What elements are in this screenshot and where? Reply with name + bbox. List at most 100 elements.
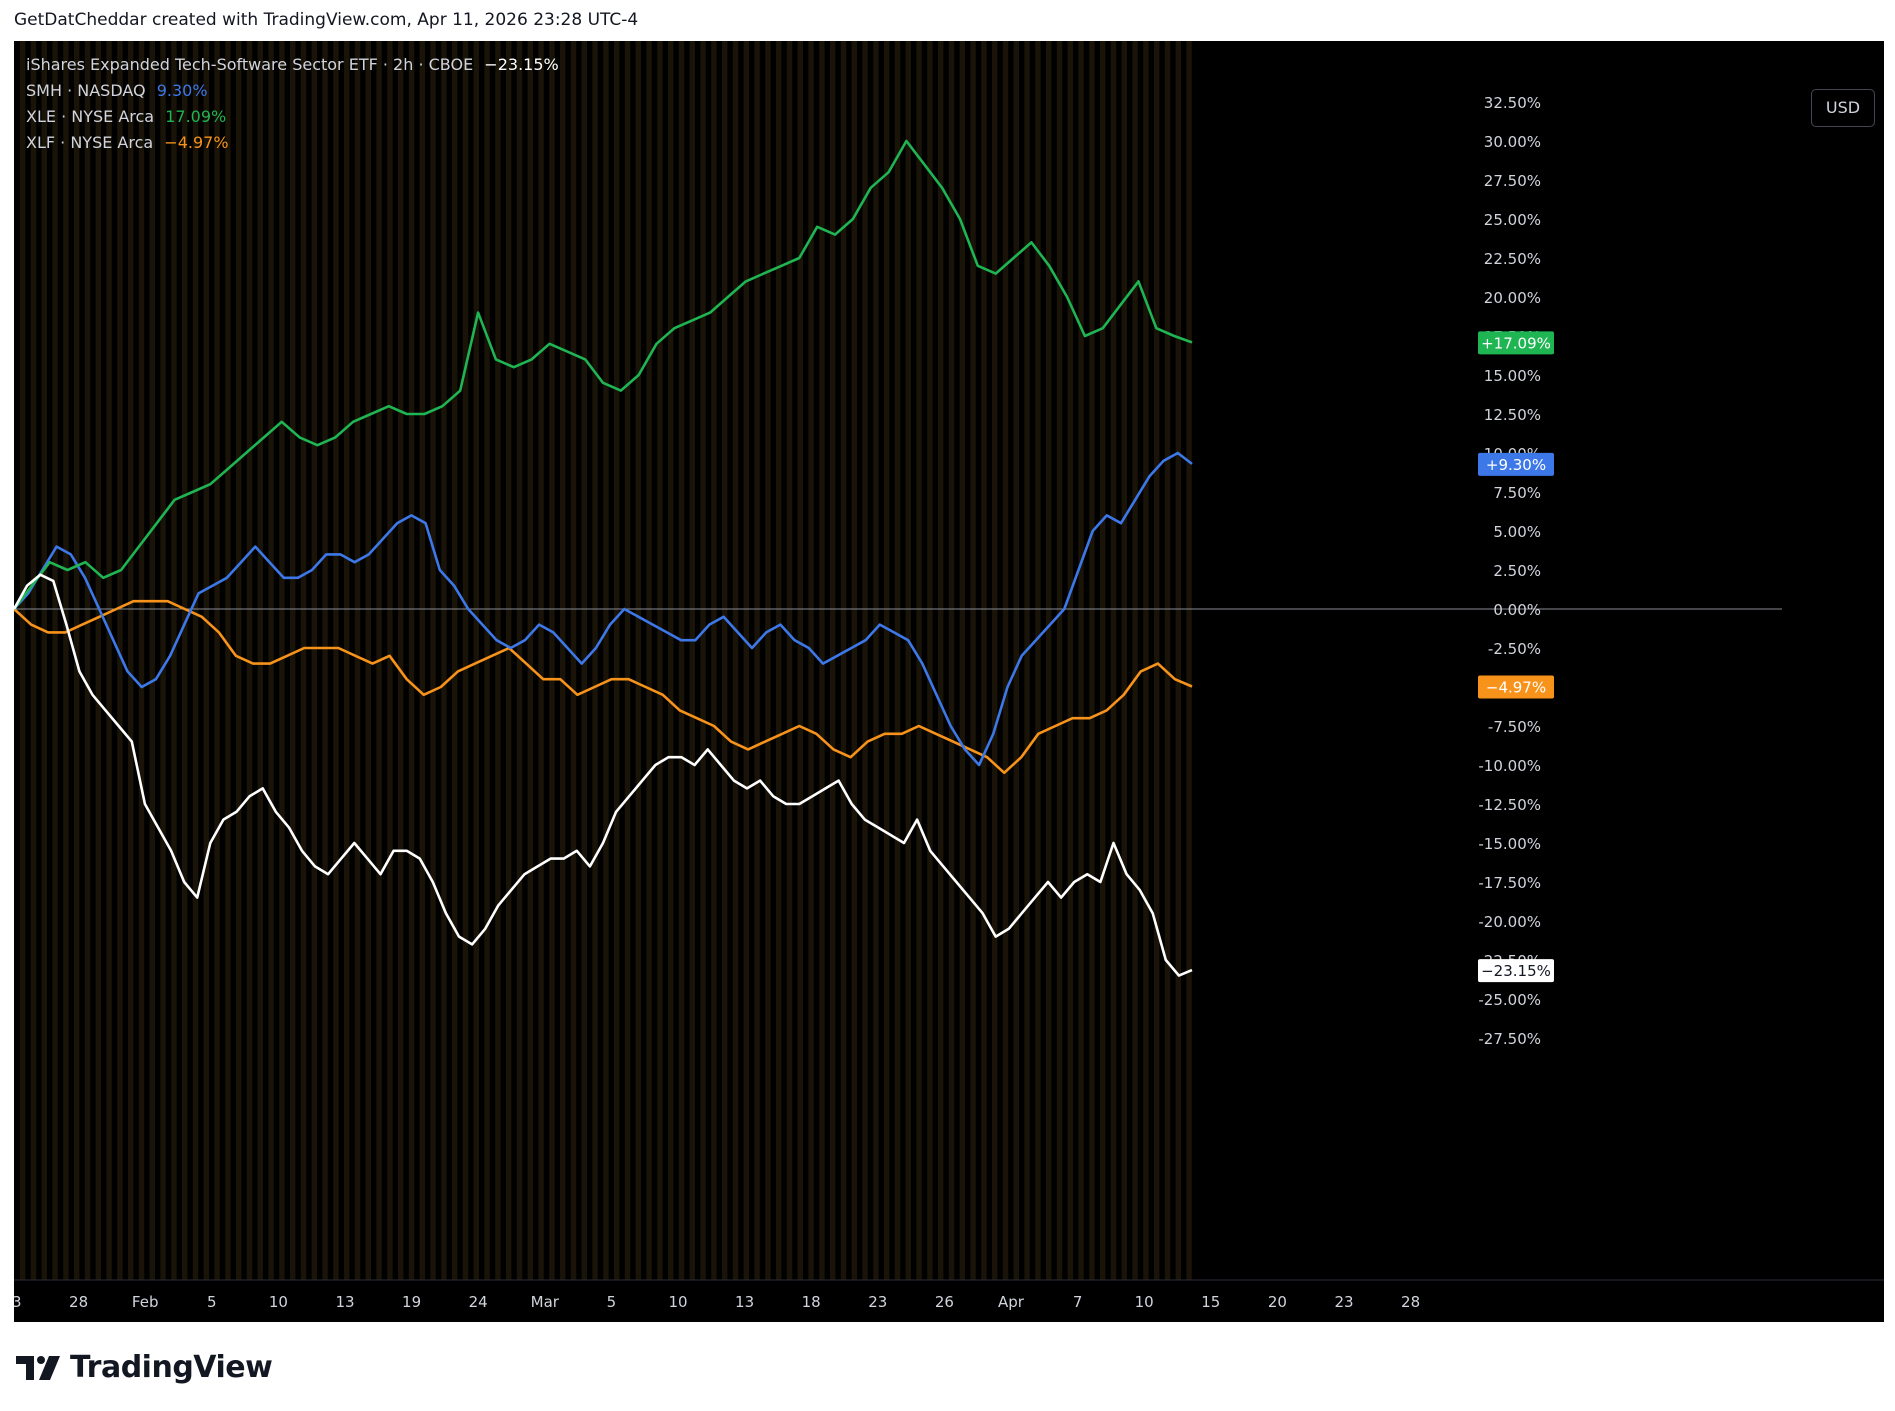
x-tick-label: 13 xyxy=(735,1293,754,1311)
series-line-xle[interactable] xyxy=(14,139,1193,610)
session-stripe xyxy=(1024,41,1030,1280)
y-tick-label: 2.50% xyxy=(1493,562,1541,580)
tradingview-logo-text: TradingView xyxy=(70,1350,273,1385)
y-tick-label: -2.50% xyxy=(1488,640,1541,658)
session-stripe xyxy=(830,41,836,1280)
session-stripe xyxy=(495,41,501,1280)
session-stripe xyxy=(344,41,350,1280)
session-stripe xyxy=(840,41,847,1280)
session-stripe xyxy=(549,41,555,1280)
series-line-main[interactable] xyxy=(14,573,1193,977)
session-stripe xyxy=(894,41,901,1280)
legend-row-xle[interactable]: XLE · NYSE Arca 17.09% xyxy=(26,104,559,130)
session-stripe xyxy=(970,41,976,1280)
legend-row-xlf[interactable]: XLF · NYSE Arca −4.97% xyxy=(26,130,559,156)
session-stripe xyxy=(441,41,447,1280)
session-stripe xyxy=(203,41,209,1280)
x-tick-label: 10 xyxy=(1135,1293,1154,1311)
session-stripe xyxy=(808,41,814,1280)
y-tick-label: -25.00% xyxy=(1478,991,1541,1009)
x-tick-label: 10 xyxy=(668,1293,687,1311)
session-stripe xyxy=(938,41,944,1280)
session-stripe xyxy=(862,41,868,1280)
session-stripe xyxy=(462,41,469,1280)
x-tick-label: 10 xyxy=(269,1293,288,1311)
x-tick-label: 5 xyxy=(207,1293,217,1311)
session-stripe xyxy=(430,41,436,1280)
session-stripe xyxy=(1089,41,1095,1280)
session-stripe xyxy=(732,41,739,1280)
session-stripe xyxy=(128,41,134,1280)
session-stripe xyxy=(106,41,112,1280)
y-tick-label: 27.50% xyxy=(1484,172,1541,190)
session-stripe xyxy=(419,41,425,1280)
y-tick-label: 25.00% xyxy=(1484,211,1541,229)
session-stripe xyxy=(84,41,91,1280)
session-stripe xyxy=(711,41,717,1280)
session-stripe xyxy=(948,41,955,1280)
session-stripe xyxy=(527,41,533,1280)
session-stripe xyxy=(765,41,771,1280)
session-stripe xyxy=(646,41,652,1280)
session-stripe xyxy=(516,41,523,1280)
y-tick-label: -7.50% xyxy=(1488,718,1541,736)
session-stripe xyxy=(506,41,512,1280)
x-tick-label: 20 xyxy=(1268,1293,1287,1311)
last-value-badge-main-bg xyxy=(1478,959,1554,983)
y-tick-label: 32.50% xyxy=(1484,94,1541,112)
session-stripe xyxy=(1143,41,1149,1280)
session-stripe xyxy=(700,41,706,1280)
session-stripe xyxy=(484,41,490,1280)
session-stripe xyxy=(689,41,695,1280)
x-tick-label: 26 xyxy=(935,1293,954,1311)
session-stripe xyxy=(851,41,857,1280)
series-line-smh[interactable] xyxy=(14,451,1193,767)
y-tick-label: 30.00% xyxy=(1484,133,1541,151)
legend-row-main[interactable]: iShares Expanded Tech-Software Sector ET… xyxy=(26,52,559,78)
session-stripe xyxy=(95,41,101,1280)
session-stripe xyxy=(927,41,933,1280)
x-tick-label: Apr xyxy=(998,1293,1025,1311)
legend-xle-name: XLE · NYSE Arca xyxy=(26,107,155,126)
session-stripe xyxy=(1100,41,1106,1280)
x-tick-label: 24 xyxy=(469,1293,488,1311)
session-stripe xyxy=(668,41,674,1280)
y-axis: 32.50%30.00%27.50%25.00%22.50%20.00%17.5… xyxy=(1478,94,1541,1048)
x-tick-label: 28 xyxy=(1401,1293,1420,1311)
y-tick-label: -17.50% xyxy=(1478,874,1541,892)
x-tick-label: 19 xyxy=(402,1293,421,1311)
session-stripe xyxy=(138,41,145,1280)
session-stripe xyxy=(678,41,685,1280)
attribution-text: GetDatCheddar created with TradingView.c… xyxy=(14,10,639,30)
currency-selector[interactable]: USD xyxy=(1811,89,1875,127)
session-stripe xyxy=(1175,41,1181,1280)
session-stripe xyxy=(311,41,317,1280)
session-stripe xyxy=(160,41,166,1280)
session-stripe xyxy=(635,41,641,1280)
session-stripe xyxy=(786,41,793,1280)
y-tick-label: 15.00% xyxy=(1484,367,1541,385)
session-stripe xyxy=(538,41,544,1280)
tradingview-logo[interactable]: TradingView xyxy=(16,1350,273,1385)
session-stripe xyxy=(257,41,263,1280)
session-stripe xyxy=(171,41,177,1280)
session-stripe xyxy=(1110,41,1117,1280)
x-tick-label: Mar xyxy=(531,1293,560,1311)
session-stripes xyxy=(20,41,1192,1280)
x-tick-label: 5 xyxy=(607,1293,617,1311)
x-tick-label: 13 xyxy=(335,1293,354,1311)
y-tick-label: 7.50% xyxy=(1493,484,1541,502)
series-line-xlf[interactable] xyxy=(14,599,1193,775)
legend-row-smh[interactable]: SMH · NASDAQ 9.30% xyxy=(26,78,559,104)
session-stripe xyxy=(398,41,404,1280)
session-stripe xyxy=(408,41,415,1280)
y-tick-label: 20.00% xyxy=(1484,289,1541,307)
session-stripe xyxy=(300,41,307,1280)
y-tick-label: 22.50% xyxy=(1484,250,1541,268)
legend-smh-value: 9.30% xyxy=(156,81,208,100)
session-stripe xyxy=(387,41,393,1280)
chart-canvas[interactable]: 32.50%30.00%27.50%25.00%22.50%20.00%17.5… xyxy=(14,41,1884,1322)
session-stripe xyxy=(290,41,296,1280)
last-value-badge-xle-bg xyxy=(1478,331,1554,355)
chart-frame[interactable]: 32.50%30.00%27.50%25.00%22.50%20.00%17.5… xyxy=(14,41,1884,1322)
